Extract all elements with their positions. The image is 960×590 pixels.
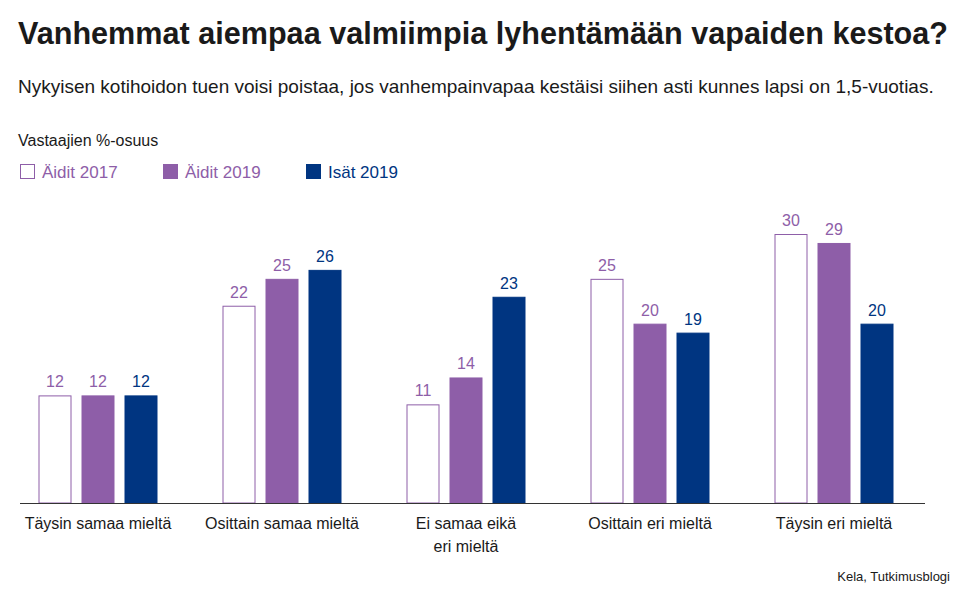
legend: Äidit 2017 Äidit 2019 Isät 2019 [21, 163, 398, 182]
x-tick-label: Osittain eri mieltä [588, 515, 712, 532]
bar [39, 396, 71, 503]
data-label: 12 [46, 373, 64, 390]
legend-label: Äidit 2019 [185, 163, 261, 182]
title: Vanhemmat aiempaa valmiimpia lyhentämään… [18, 16, 948, 51]
bar [266, 279, 298, 503]
x-axis-line [20, 503, 925, 504]
data-label: 29 [825, 221, 843, 238]
x-tick-label-line: Täysin samaa mieltä [25, 515, 172, 532]
x-tick-label-line: Osittain samaa mieltä [205, 515, 359, 532]
bar [125, 396, 157, 503]
data-label: 23 [500, 275, 518, 292]
data-label: 22 [230, 284, 248, 301]
data-label: 20 [641, 302, 659, 319]
x-tick-label: Ei samaa eikä eri mieltä [416, 515, 517, 555]
bar [818, 243, 850, 503]
x-tick-label: Täysin samaa mieltä [25, 515, 172, 532]
x-tick-label-line: eri mieltä [434, 538, 499, 555]
data-label: 25 [273, 257, 291, 274]
data-label: 26 [316, 248, 334, 265]
x-tick-label-line: Ei samaa eikä [416, 515, 517, 532]
bar [591, 279, 623, 503]
bar [82, 396, 114, 503]
subtitle: Nykyisen kotihoidon tuen voisi poistaa, … [18, 76, 934, 97]
bar [775, 235, 807, 504]
bar [493, 297, 525, 503]
data-label: 20 [868, 302, 886, 319]
data-label: 14 [457, 355, 475, 372]
legend-label: Äidit 2017 [42, 163, 118, 182]
data-label: 11 [415, 382, 432, 399]
x-tick-label: Osittain samaa mieltä [205, 515, 359, 532]
bar [677, 333, 709, 503]
data-labels: 12 12 12 22 25 26 11 14 23 25 20 19 30 29 20 [46, 212, 886, 399]
bars [39, 235, 893, 504]
legend-label: Isät 2019 [328, 163, 398, 182]
data-label: 12 [89, 373, 107, 390]
chart: Vanhemmat aiempaa valmiimpia lyhentämään… [0, 0, 960, 590]
legend-swatch [307, 165, 321, 179]
data-label: 30 [782, 212, 800, 229]
x-tick-label: Täysin eri mieltä [776, 515, 893, 532]
data-label: 19 [684, 311, 702, 328]
bar [861, 324, 893, 503]
bar [223, 306, 255, 503]
y-label: Vastaajien %-osuus [18, 132, 158, 149]
legend-swatch [164, 165, 178, 179]
bar [309, 270, 341, 503]
data-label: 12 [132, 373, 150, 390]
bar [407, 405, 439, 503]
bar [450, 378, 482, 503]
legend-swatch [21, 165, 35, 179]
data-label: 25 [598, 257, 616, 274]
x-tick-label-line: Osittain eri mieltä [588, 515, 712, 532]
x-tick-label-line: Täysin eri mieltä [776, 515, 893, 532]
source: Kela, Tutkimusblogi [837, 569, 950, 584]
bar [634, 324, 666, 503]
